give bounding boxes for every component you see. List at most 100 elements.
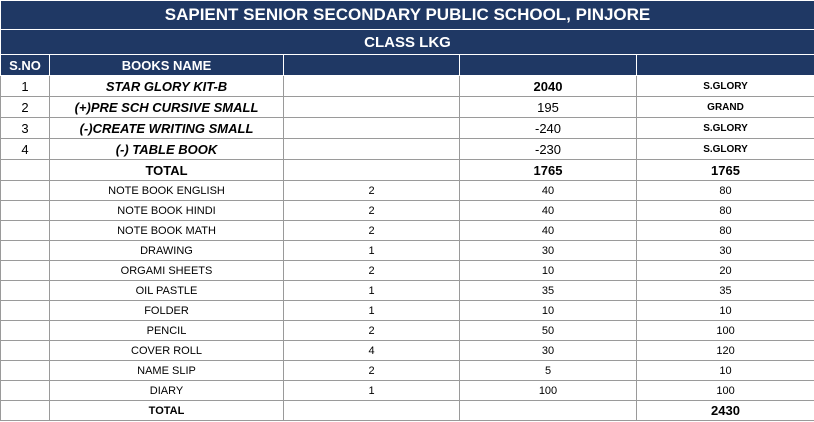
stationery-item-name: PENCIL [49, 320, 284, 341]
stationery-row: DIARY 1 100 100 [0, 380, 814, 401]
stationery-row: COVER ROLL 4 30 120 [0, 340, 814, 361]
stationery-qty: 4 [283, 340, 460, 361]
kit-sno: 3 [0, 117, 50, 139]
stationery-amount: 120 [635, 340, 814, 361]
books-total-label: TOTAL [49, 159, 284, 181]
stationery-item-name: COVER ROLL [49, 340, 284, 361]
stationery-sno-empty [0, 360, 50, 381]
stationery-rate: 30 [459, 340, 637, 361]
stationery-row: NOTE BOOK ENGLISH 2 40 80 [0, 180, 814, 201]
stationery-qty: 1 [283, 380, 460, 401]
title-row: SAPIENT SENIOR SECONDARY PUBLIC SCHOOL, … [0, 0, 814, 30]
kit-publisher: GRAND [635, 96, 814, 118]
kit-book-name: STAR GLORY KIT-B [49, 75, 284, 97]
stationery-rate: 40 [459, 220, 637, 241]
stationery-sno-empty [0, 260, 50, 281]
stationery-row: PENCIL 2 50 100 [0, 320, 814, 341]
stationery-qty: 1 [283, 300, 460, 321]
stationery-qty: 2 [283, 180, 460, 201]
stationery-sno-empty [0, 240, 50, 261]
kit-amount: 195 [459, 96, 637, 118]
column-header-blank [283, 54, 460, 76]
column-header-books: BOOKS NAME [49, 54, 284, 76]
books-total-row: TOTAL 1765 1765 [0, 159, 814, 181]
books-total-empty [0, 159, 50, 181]
kit-amount: -240 [459, 117, 637, 139]
stationery-sno-empty [0, 320, 50, 341]
kit-sno: 2 [0, 96, 50, 118]
stationery-amount: 20 [635, 260, 814, 281]
school-title: SAPIENT SENIOR SECONDARY PUBLIC SCHOOL, … [0, 0, 814, 30]
kit-book-name: (+)PRE SCH CURSIVE SMALL [49, 96, 284, 118]
stationery-sno-empty [0, 340, 50, 361]
stationery-row: ORGAMI SHEETS 2 10 20 [0, 260, 814, 281]
kit-book-name: (-)CREATE WRITING SMALL [49, 117, 284, 139]
stationery-item-name: ORGAMI SHEETS [49, 260, 284, 281]
stationery-row: FOLDER 1 10 10 [0, 300, 814, 321]
stationery-rate: 10 [459, 260, 637, 281]
stationery-rate: 100 [459, 380, 637, 401]
stationery-row: DRAWING 1 30 30 [0, 240, 814, 261]
stationery-rate: 35 [459, 280, 637, 301]
stationery-rate: 10 [459, 300, 637, 321]
stationery-qty: 2 [283, 360, 460, 381]
kit-empty-cell [283, 117, 460, 139]
stationery-item-name: OIL PASTLE [49, 280, 284, 301]
stationery-amount: 80 [635, 180, 814, 201]
column-header-sno: S.NO [0, 54, 50, 76]
grand-total-label: TOTAL [49, 400, 284, 421]
stationery-amount: 80 [635, 220, 814, 241]
column-header-blank [635, 54, 814, 76]
kit-book-name: (-) TABLE BOOK [49, 138, 284, 160]
stationery-sno-empty [0, 220, 50, 241]
stationery-qty: 2 [283, 260, 460, 281]
stationery-row: NOTE BOOK MATH 2 40 80 [0, 220, 814, 241]
kit-row: 4 (-) TABLE BOOK -230 S.GLORY [0, 138, 814, 160]
stationery-qty: 2 [283, 220, 460, 241]
stationery-rate: 50 [459, 320, 637, 341]
kit-amount: -230 [459, 138, 637, 160]
kit-publisher: S.GLORY [635, 138, 814, 160]
grand-total-empty [0, 400, 50, 421]
grand-total-amount: 2430 [635, 400, 814, 421]
stationery-qty: 1 [283, 280, 460, 301]
class-heading: CLASS LKG [0, 29, 814, 55]
stationery-sno-empty [0, 180, 50, 201]
stationery-sno-empty [0, 300, 50, 321]
stationery-item-name: NAME SLIP [49, 360, 284, 381]
stationery-rate: 30 [459, 240, 637, 261]
stationery-rate: 40 [459, 200, 637, 221]
kit-publisher: S.GLORY [635, 75, 814, 97]
stationery-amount: 10 [635, 300, 814, 321]
grand-total-row: TOTAL 2430 [0, 400, 814, 421]
grand-total-empty [283, 400, 460, 421]
kit-empty-cell [283, 138, 460, 160]
stationery-amount: 30 [635, 240, 814, 261]
stationery-sno-empty [0, 200, 50, 221]
kit-row: 2 (+)PRE SCH CURSIVE SMALL 195 GRAND [0, 96, 814, 118]
stationery-amount: 80 [635, 200, 814, 221]
stationery-amount: 10 [635, 360, 814, 381]
stationery-qty: 2 [283, 320, 460, 341]
stationery-item-name: FOLDER [49, 300, 284, 321]
kit-sno: 4 [0, 138, 50, 160]
grand-total-empty [459, 400, 637, 421]
class-row: CLASS LKG [0, 29, 814, 55]
kit-row: 1 STAR GLORY KIT-B 2040 S.GLORY [0, 75, 814, 97]
stationery-row: NOTE BOOK HINDI 2 40 80 [0, 200, 814, 221]
kit-empty-cell [283, 96, 460, 118]
column-header-row: S.NO BOOKS NAME [0, 54, 814, 76]
kit-row: 3 (-)CREATE WRITING SMALL -240 S.GLORY [0, 117, 814, 139]
stationery-rate: 40 [459, 180, 637, 201]
books-total-sum: 1765 [635, 159, 814, 181]
stationery-qty: 2 [283, 200, 460, 221]
stationery-amount: 100 [635, 320, 814, 341]
stationery-qty: 1 [283, 240, 460, 261]
stationery-row: OIL PASTLE 1 35 35 [0, 280, 814, 301]
stationery-row: NAME SLIP 2 5 10 [0, 360, 814, 381]
column-header-blank [459, 54, 637, 76]
stationery-sno-empty [0, 380, 50, 401]
stationery-item-name: DRAWING [49, 240, 284, 261]
kit-sno: 1 [0, 75, 50, 97]
